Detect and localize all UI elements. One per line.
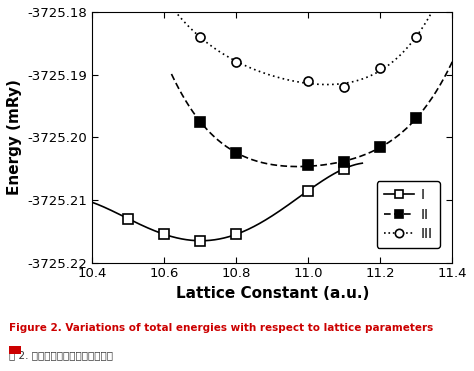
Text: 图 2. 总能量随晶格常数的变化曲线: 图 2. 总能量随晶格常数的变化曲线	[9, 351, 113, 361]
Legend: I, II, III: I, II, III	[376, 181, 440, 248]
Y-axis label: Energy (mRy): Energy (mRy)	[7, 79, 22, 195]
Text: Figure 2. Variations of total energies with respect to lattice parameters: Figure 2. Variations of total energies w…	[9, 323, 434, 333]
X-axis label: Lattice Constant (a.u.): Lattice Constant (a.u.)	[175, 286, 369, 301]
